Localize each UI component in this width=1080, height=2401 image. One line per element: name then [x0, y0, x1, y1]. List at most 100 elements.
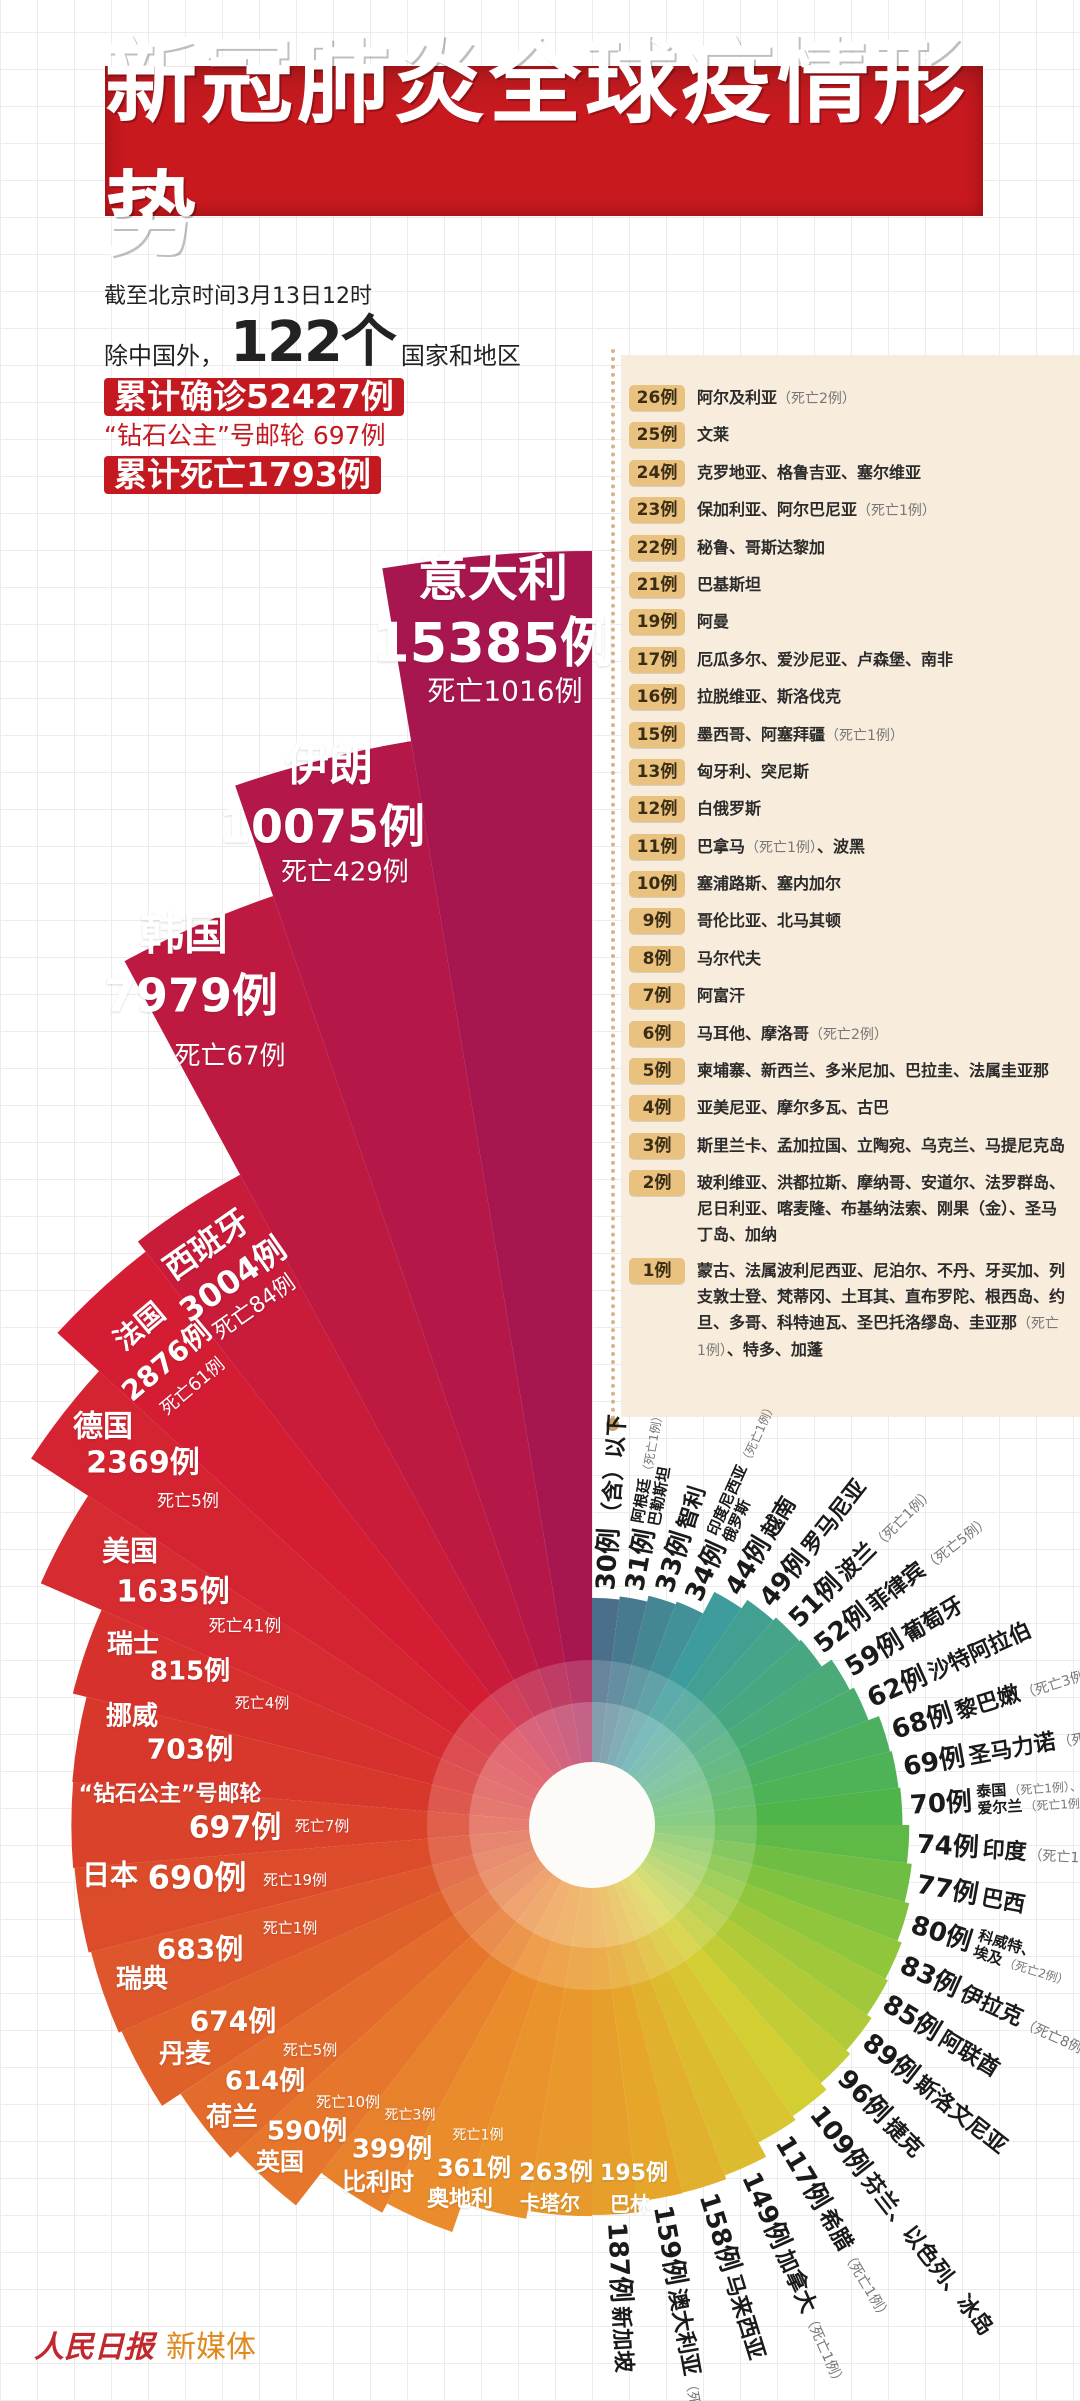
sector-新加坡	[592, 1825, 640, 2216]
case-count-badge: 2例	[629, 1170, 685, 1197]
country-names: 玻利维亚、洪都拉斯、摩纳哥、安道尔、法罗群岛、尼日利亚、喀麦隆、布基纳法索、刚果…	[697, 1173, 1066, 1245]
country-names: 文莱	[697, 425, 730, 445]
case-label: 77例巴西	[914, 1870, 1027, 1918]
country-list: 秘鲁、哥斯达黎加	[697, 535, 1067, 561]
country-list: 塞浦路斯、塞内加尔	[697, 871, 1067, 897]
case-count-badge: 22例	[629, 534, 685, 561]
country-name: 美国	[101, 1534, 159, 1568]
table-row: 1例 蒙古、法属波利尼西亚、尼泊尔、不丹、牙买加、列支敦士登、梵蒂冈、土耳其、直布…	[621, 1258, 1080, 1364]
death-count: 死亡19例	[262, 1870, 328, 1889]
country-names: 秘鲁、哥斯达黎加	[697, 537, 826, 557]
sector-加拿大	[592, 1825, 767, 2176]
death-note: （死亡1例）、	[1008, 1779, 1080, 1797]
death-note: （死亡1例）	[825, 727, 904, 744]
case-count: 77例	[914, 1870, 981, 1911]
sector-挪威	[72, 1696, 593, 1825]
case-label-text: 187例新加坡	[601, 2221, 640, 2373]
sector-巴林	[527, 1825, 592, 2217]
death-note: （死亡1例）	[1028, 1847, 1080, 1868]
sector-比利时	[321, 1825, 592, 2213]
country-list: 保加利亚、阿尔巴尼亚（死亡1例）	[697, 497, 1067, 524]
death-count: 死亡5例	[282, 2040, 338, 2059]
sector-伊朗	[235, 741, 593, 1825]
case-count: 399例	[351, 2134, 433, 2165]
sector-瑞士	[72, 1609, 593, 1825]
case-count: 614例	[224, 2066, 306, 2097]
table-row: 26例 阿尔及利亚（死亡2例）	[621, 385, 1080, 422]
death-count: 死亡7例	[294, 1816, 350, 1835]
country-name: 加拿大	[770, 2245, 821, 2317]
sector-芬兰、以色列、冰岛	[592, 1825, 827, 2117]
table-row: 13例 匈牙利、突尼斯	[621, 758, 1080, 796]
country-names: 塞浦路斯、塞内加尔	[697, 874, 842, 894]
country-names: 马尔代夫	[697, 948, 762, 968]
sector-德国	[31, 1371, 593, 1825]
table-row: 24例 克罗地亚、格鲁吉亚、塞尔维亚	[621, 459, 1080, 497]
country-name: 越南	[757, 1493, 802, 1544]
case-count-badge: 13例	[629, 758, 685, 785]
death-note: （死亡5例）	[921, 1513, 993, 1574]
country-names: 保加利亚、阿尔巴尼亚	[697, 500, 858, 520]
table-row: 3例 斯里兰卡、孟加拉国、立陶宛、乌克兰、马提尼克岛	[621, 1132, 1080, 1170]
country-name: 阿联酋	[934, 2026, 1004, 2082]
case-count: 149例	[735, 2168, 795, 2254]
case-count-badge: 23例	[629, 497, 685, 524]
country-name: 意大利	[418, 549, 568, 608]
table-row: 7例 阿富汗	[621, 983, 1080, 1020]
case-count-badge: 19例	[629, 609, 685, 636]
table-row: 17例 厄瓜多尔、爱沙尼亚、卢森堡、南非	[621, 646, 1080, 684]
case-count-badge: 3例	[629, 1132, 685, 1159]
case-count: 187例	[601, 2221, 636, 2303]
sector-黎巴嫩	[592, 1716, 891, 1825]
country-names: 墨西哥、阿塞拜疆	[697, 724, 826, 744]
case-count: 1635例	[116, 1574, 230, 1610]
country-name: 马来西亚	[719, 2271, 769, 2362]
case-label-text: 70例	[909, 1787, 973, 1821]
center-hole	[529, 1762, 655, 1888]
country-name: 比利时	[342, 2167, 414, 2196]
country-name: 菲律宾	[863, 1557, 931, 1618]
case-count-badge: 8例	[629, 945, 685, 972]
country-names: 蒙古、法属波利尼西亚、尼泊尔、不丹、牙买加、列支敦士登、梵蒂冈、土耳其、直布罗陀…	[697, 1261, 1066, 1333]
sector-泰国	[592, 1787, 903, 1825]
death-note: （死亡2例）	[1002, 1955, 1071, 1988]
table-row: 22例 秘鲁、哥斯达黎加	[621, 534, 1080, 572]
death-note: （死亡1例）	[801, 2311, 848, 2390]
case-count: 674例	[189, 2004, 277, 2038]
table-row: 8例 马尔代夫	[621, 945, 1080, 983]
country-list: 斯里兰卡、孟加拉国、立陶宛、乌克兰、马提尼克岛	[697, 1133, 1067, 1159]
country-name: 韩国	[140, 908, 228, 960]
case-count: 15385例	[372, 611, 614, 675]
sector-丹麦	[121, 1825, 593, 2106]
dotted-connector	[611, 349, 615, 1421]
country-list: 马耳他、摩洛哥（死亡2例）	[697, 1021, 1067, 1048]
country-names: 柬埔寨、新西兰、多米尼加、巴拉圭、法属圭亚那	[697, 1061, 1050, 1081]
table-row: 10例 塞浦路斯、塞内加尔	[621, 871, 1080, 908]
sector-科威特、	[592, 1825, 910, 1941]
sector-沙特阿拉伯	[592, 1687, 869, 1825]
table-row: 19例 阿曼	[621, 609, 1080, 646]
country-list: 墨西哥、阿塞拜疆（死亡1例）	[697, 722, 1067, 749]
country-name: 巴林	[610, 2192, 650, 2216]
table-row: 21例 巴基斯坦	[621, 571, 1080, 609]
country-name: 卡塔尔	[520, 2191, 580, 2215]
country-names: 克罗地亚、格鲁吉亚、塞尔维亚	[697, 462, 922, 482]
country-list: 阿尔及利亚（死亡2例）	[697, 385, 1067, 412]
sector-英国	[237, 1825, 592, 2206]
country-name: 伊拉克	[955, 1980, 1027, 2031]
country-name: 丹麦	[158, 2039, 212, 2070]
death-note: （死亡1例）	[870, 1485, 937, 1552]
death-count: 死亡67例	[174, 1041, 286, 1072]
case-count-badge: 5例	[629, 1058, 685, 1085]
sector-希腊	[592, 1825, 796, 2143]
case-count: 697例	[188, 1810, 282, 1846]
country-name: 泰国	[975, 1781, 1007, 1801]
case-label: 30例（含）以下	[591, 1414, 631, 1592]
small-countries-table: 26例 阿尔及利亚（死亡2例） 25例 文莱 24例 克罗地亚、格鲁吉亚、塞尔维亚 23例保…	[621, 355, 1080, 1417]
death-note: （死亡2例）	[809, 1026, 888, 1043]
country-list: 巴拿马（死亡1例）、波黑	[697, 834, 1067, 861]
country-list: 蒙古、法属波利尼西亚、尼泊尔、不丹、牙买加、列支敦士登、梵蒂冈、土耳其、直布罗陀…	[697, 1258, 1067, 1364]
country-name: 瑞典	[115, 1964, 169, 1995]
case-count: 69例	[901, 1742, 968, 1783]
